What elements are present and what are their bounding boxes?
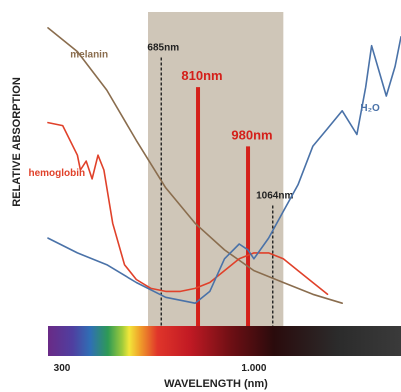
x-tick-labels: 300 1.000 — [54, 363, 267, 374]
series-line-H₂O — [47, 36, 401, 304]
x-tick-label-1.000: 1.000 — [241, 363, 266, 374]
series-label-melanin: melanin — [70, 50, 108, 61]
series-layer — [47, 27, 401, 304]
x-tick-label-300: 300 — [54, 363, 71, 374]
marker-label-1064nm: 1064nm — [256, 191, 293, 202]
spectrum-bar — [48, 326, 401, 356]
marker-label-685nm: 685nm — [147, 43, 179, 54]
series-label-H₂O: H₂O — [360, 103, 380, 114]
series-label-hemoglobin: hemoglobin — [28, 168, 85, 179]
marker-label-810nm: 810nm — [181, 68, 222, 83]
wavelength-markers: 685nm 810nm 980nm 1064nm — [147, 43, 293, 326]
series-line-hemoglobin — [47, 121, 329, 296]
y-axis-label: RELATIVE ABSORPTION — [11, 77, 23, 207]
series-line-melanin — [47, 27, 343, 304]
marker-label-980nm: 980nm — [231, 127, 272, 142]
x-axis-label: WAVELENGTH (nm) — [164, 378, 268, 390]
series-labels: melanin hemoglobin H₂O — [28, 50, 380, 179]
